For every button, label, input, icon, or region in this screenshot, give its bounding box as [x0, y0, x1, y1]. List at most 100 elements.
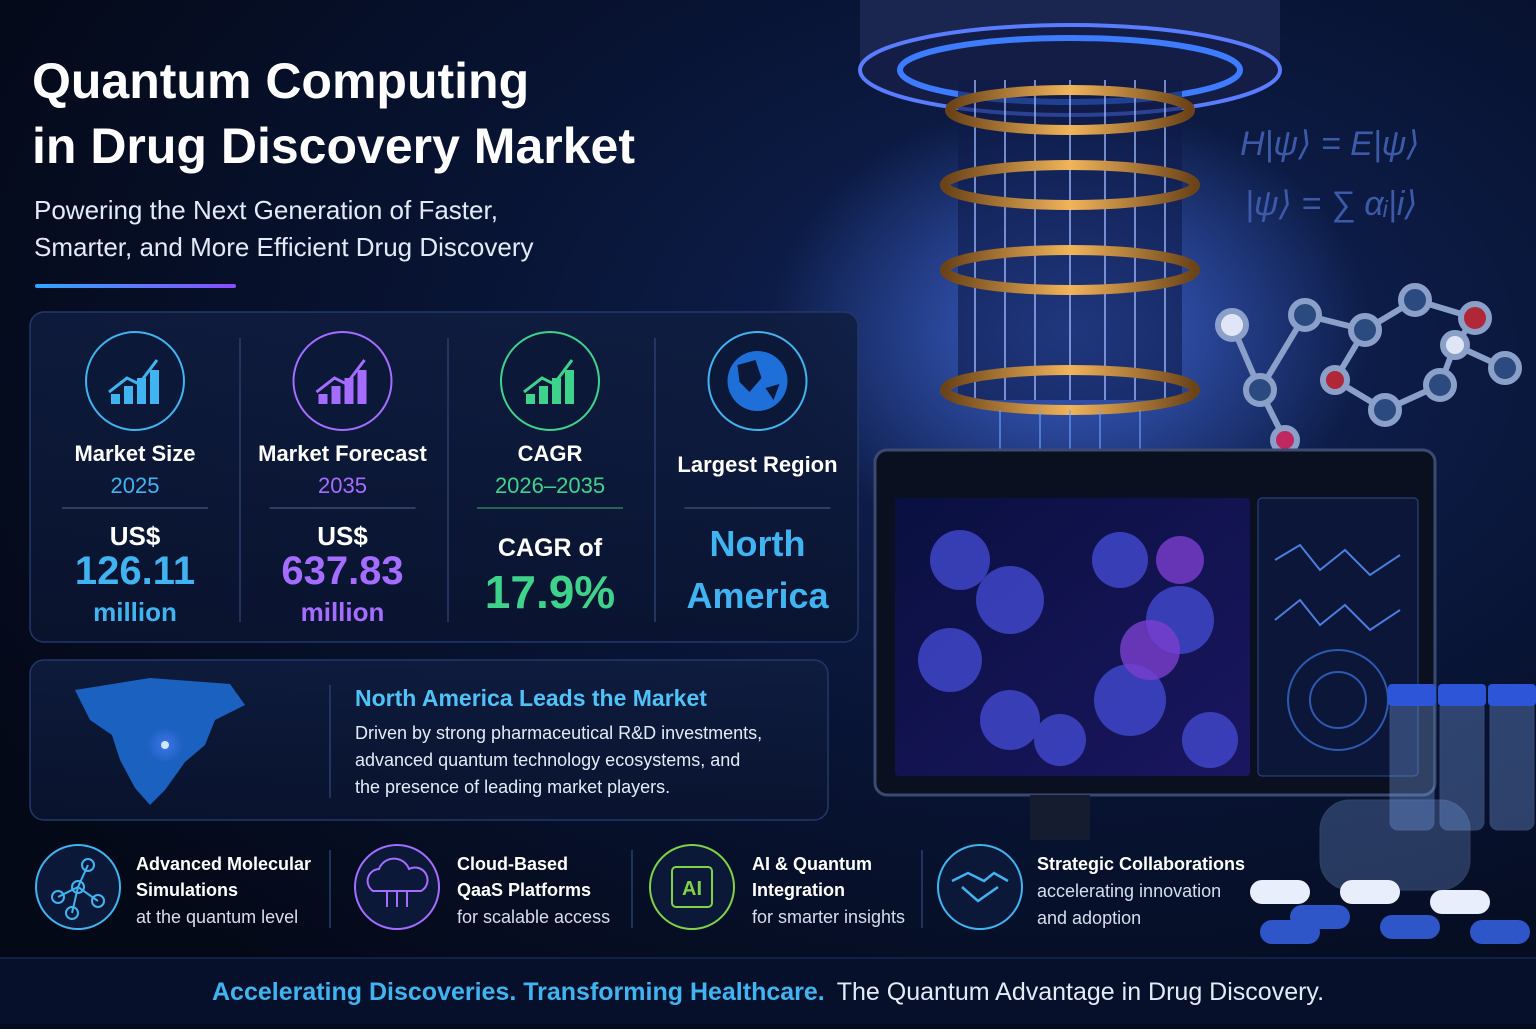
feature-title: QaaS Platforms [457, 880, 591, 900]
footer: Accelerating Discoveries. Transforming H… [212, 978, 1324, 1006]
feature-title: Strategic Collaborations [1037, 854, 1245, 874]
stat-value: America [686, 575, 829, 616]
icon-cloud [366, 857, 429, 892]
icon-bond [71, 886, 79, 914]
stat-value: million [301, 597, 385, 627]
feature-caption: for scalable access [457, 907, 610, 927]
decor-shape [1274, 543, 1401, 577]
decor-shape [1215, 308, 1249, 342]
decor-shape [1156, 536, 1204, 584]
stat-period: 2025 [111, 473, 160, 498]
icon-label: AI [682, 878, 702, 900]
footer-text: The Quantum Advantage in Drug Discovery. [837, 978, 1324, 1006]
icon-arrow [315, 359, 366, 394]
decor-shape [1438, 684, 1486, 706]
decor-shape [1319, 799, 1471, 891]
icon-bar [137, 378, 146, 404]
icon-land [737, 360, 780, 400]
region-body: the presence of leading market players. [355, 777, 670, 797]
decor-shape [1274, 598, 1401, 632]
stat-label: Largest Region [677, 452, 837, 477]
icon-bar [565, 370, 574, 404]
region-body: Driven by strong pharmaceutical R&D inve… [355, 723, 762, 743]
dividers [239, 338, 656, 622]
icon-bar [124, 386, 133, 404]
decor-shape [1257, 497, 1419, 777]
feature-icon-ring [937, 844, 1023, 930]
stat-icon [707, 331, 808, 431]
icon-bar [318, 394, 328, 404]
equation: H|ψ⟩ = E|ψ⟩ [1240, 125, 1420, 163]
stat-icon [85, 331, 185, 431]
decor-shape [1092, 532, 1148, 588]
decor-shape [1250, 880, 1530, 944]
decor-shape [1398, 283, 1432, 317]
feature-icon-ring [649, 844, 735, 930]
icon-bar [111, 394, 120, 404]
decor-shape [161, 741, 169, 749]
decor-shape [1380, 915, 1440, 939]
stat-icon [292, 331, 393, 431]
decor-shape [1182, 712, 1238, 768]
stat-label: Market Forecast [258, 441, 427, 466]
decor-shape [1034, 714, 1086, 766]
feature-caption: for smarter insights [752, 907, 905, 927]
region-heading: North America Leads the Market [355, 685, 707, 711]
decor-shape [1470, 920, 1530, 944]
icon-bond [77, 886, 99, 902]
footer-band [0, 958, 1536, 1024]
accent-line [35, 284, 236, 288]
icon-node [81, 858, 95, 872]
equations: H|ψ⟩ = E|ψ⟩ |ψ⟩ = ∑ αᵢ|i⟩ [1240, 125, 1420, 223]
decor-shape [980, 690, 1040, 750]
icon-arrow [108, 359, 159, 394]
monitor [873, 448, 1437, 840]
stat-period: 2035 [318, 473, 367, 498]
decor-shape [976, 566, 1044, 634]
decor-shape [940, 160, 1200, 210]
molecule [1215, 283, 1522, 455]
decor-shape [918, 628, 982, 692]
decor-shape [1260, 920, 1320, 944]
stat-value: US$ [317, 521, 368, 551]
title: in Drug Discovery Market [32, 118, 635, 174]
decor-shape [1368, 393, 1402, 427]
decor-shape [1423, 368, 1457, 402]
icon-bar [357, 370, 367, 404]
stat-period: 2026–2035 [495, 473, 605, 498]
feature-icon-ring [354, 844, 440, 930]
icon-handshake [951, 871, 1009, 903]
north-america-map [75, 678, 245, 805]
decor-shape [940, 245, 1200, 295]
decor-shape [1288, 298, 1322, 332]
decor-shape [1488, 684, 1536, 706]
icon-bar [344, 378, 354, 404]
feature-title: Cloud-Based [457, 854, 568, 874]
icon-bond [77, 864, 89, 888]
feature-title: Advanced Molecular [136, 854, 311, 874]
dividers [329, 850, 923, 928]
feature-caption: and adoption [1037, 908, 1141, 928]
decor-shape [1388, 684, 1436, 706]
stat-value: North [710, 523, 806, 564]
feature-caption: at the quantum level [136, 907, 298, 927]
decor-shape [1120, 620, 1180, 680]
decor-shape [1250, 880, 1310, 904]
region-body: advanced quantum technology ecosystems, … [355, 750, 740, 770]
icon-node [65, 906, 79, 920]
stat-icon [500, 331, 600, 431]
feature-caption: accelerating innovation [1037, 881, 1221, 901]
decor-shape [1243, 373, 1277, 407]
decor-shape [1488, 351, 1522, 385]
quantum-computer [770, 0, 1370, 560]
decor-shape [945, 85, 1195, 135]
decor-shape [1458, 301, 1492, 335]
vials-and-pills [1250, 684, 1536, 944]
icon-bar [331, 386, 341, 404]
stat-value: US$ [110, 521, 161, 551]
decor-shape [1489, 699, 1535, 831]
icon-bar [526, 394, 535, 404]
